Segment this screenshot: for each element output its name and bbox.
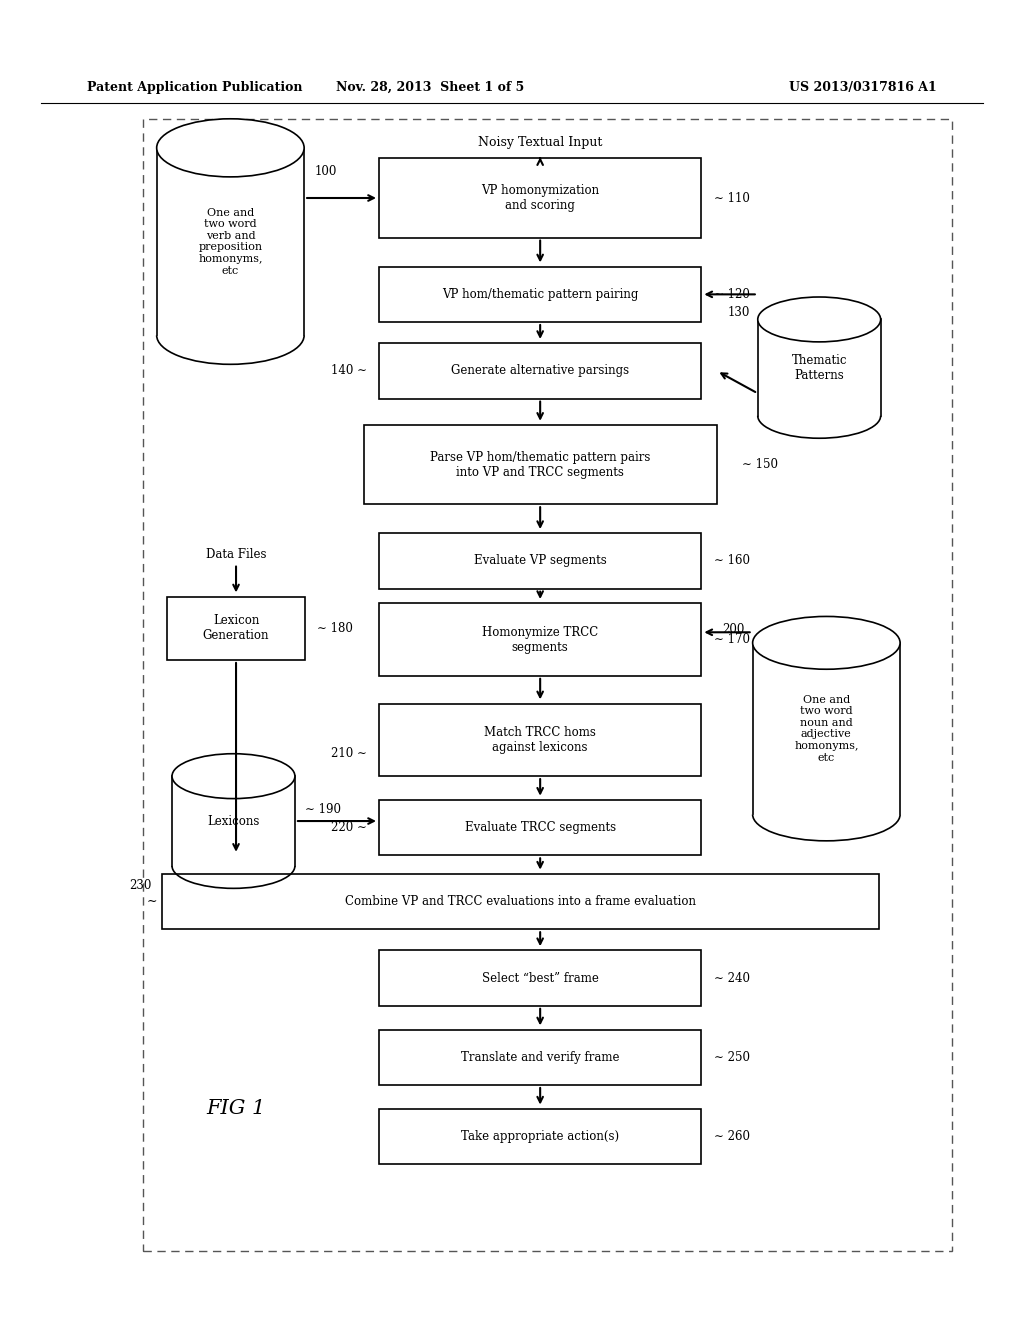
Bar [379, 603, 701, 676]
Text: VP homonymization
and scoring: VP homonymization and scoring [481, 183, 599, 213]
Text: Lexicon
Generation: Lexicon Generation [203, 614, 269, 643]
Text: ∼ 170: ∼ 170 [714, 634, 750, 645]
Bar [379, 343, 701, 399]
Text: Data Files: Data Files [206, 548, 266, 561]
Bar [758, 319, 881, 416]
Text: Evaluate VP segments: Evaluate VP segments [474, 554, 606, 568]
Ellipse shape [157, 119, 304, 177]
Text: 130: 130 [727, 306, 750, 319]
Text: ∼ 180: ∼ 180 [317, 622, 353, 635]
Text: ∼ 150: ∼ 150 [742, 458, 778, 471]
Text: Nov. 28, 2013  Sheet 1 of 5: Nov. 28, 2013 Sheet 1 of 5 [336, 81, 524, 94]
Text: 230: 230 [129, 879, 152, 892]
Ellipse shape [758, 297, 881, 342]
Text: Lexicons: Lexicons [207, 814, 260, 828]
Text: Match TRCC homs
against lexicons: Match TRCC homs against lexicons [484, 726, 596, 754]
Ellipse shape [172, 754, 295, 799]
Text: Homonymize TRCC
segments: Homonymize TRCC segments [482, 626, 598, 653]
Text: Generate alternative parsings: Generate alternative parsings [452, 364, 629, 378]
Text: Evaluate TRCC segments: Evaluate TRCC segments [465, 821, 615, 834]
Text: 140 ∼: 140 ∼ [331, 364, 367, 378]
Bar [379, 1109, 701, 1164]
Text: Take appropriate action(s): Take appropriate action(s) [461, 1130, 620, 1143]
Text: ∼ 110: ∼ 110 [714, 191, 750, 205]
Bar [379, 704, 701, 776]
Bar [379, 1030, 701, 1085]
Text: FIG 1: FIG 1 [206, 1100, 265, 1118]
Text: Select “best” frame: Select “best” frame [481, 972, 599, 985]
Text: ∼ 190: ∼ 190 [305, 803, 341, 816]
Text: ∼: ∼ [146, 895, 157, 908]
Bar [379, 533, 701, 589]
Text: Translate and verify frame: Translate and verify frame [461, 1051, 620, 1064]
Text: Combine VP and TRCC evaluations into a frame evaluation: Combine VP and TRCC evaluations into a f… [345, 895, 695, 908]
Bar [162, 874, 879, 929]
Text: One and
two word
verb and
preposition
homonyms,
etc: One and two word verb and preposition ho… [199, 207, 262, 276]
Bar [379, 800, 701, 855]
Text: ∼ 250: ∼ 250 [714, 1051, 750, 1064]
Text: 200: 200 [722, 623, 744, 636]
Bar [753, 643, 900, 814]
Bar [379, 267, 701, 322]
Bar [172, 776, 295, 866]
Text: VP hom/thematic pattern pairing: VP hom/thematic pattern pairing [442, 288, 638, 301]
Text: US 2013/0317816 A1: US 2013/0317816 A1 [790, 81, 937, 94]
Text: Thematic
Patterns: Thematic Patterns [792, 354, 847, 381]
Text: One and
two word
noun and
adjective
homonyms,
etc: One and two word noun and adjective homo… [795, 694, 858, 763]
Bar [157, 148, 304, 335]
Text: ∼ 240: ∼ 240 [714, 972, 750, 985]
Text: ∼ 120: ∼ 120 [714, 288, 750, 301]
Text: Patent Application Publication: Patent Application Publication [87, 81, 302, 94]
Text: Noisy Textual Input: Noisy Textual Input [478, 136, 602, 149]
Text: ∼ 160: ∼ 160 [714, 554, 750, 568]
Bar [379, 950, 701, 1006]
Text: 100: 100 [314, 165, 337, 178]
Bar [143, 119, 952, 1251]
Text: Parse VP hom/thematic pattern pairs
into VP and TRCC segments: Parse VP hom/thematic pattern pairs into… [430, 450, 650, 479]
Bar [379, 158, 701, 238]
Text: ∼ 260: ∼ 260 [714, 1130, 750, 1143]
Text: 220 ∼: 220 ∼ [331, 821, 367, 834]
Ellipse shape [753, 616, 900, 669]
Bar [364, 425, 717, 504]
Text: 210 ∼: 210 ∼ [331, 747, 367, 759]
Bar [167, 597, 305, 660]
